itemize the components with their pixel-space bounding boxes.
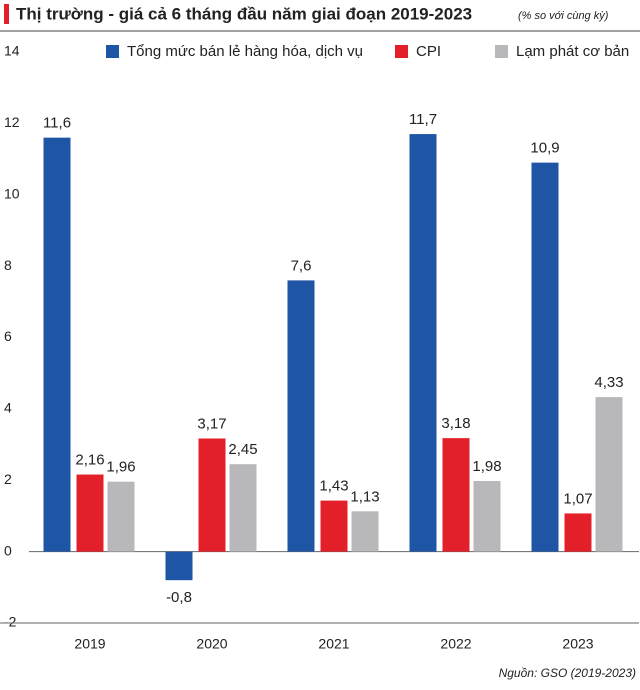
legend-label: CPI (416, 43, 441, 60)
data-label: -0,8 (166, 589, 192, 606)
data-label: 11,6 (43, 115, 71, 132)
bar (43, 137, 71, 552)
y-tick-label: 0 (4, 542, 12, 558)
x-tick-label: 2020 (196, 636, 227, 652)
bar (165, 551, 193, 581)
legend-swatch (495, 45, 508, 58)
x-tick-label: 2021 (318, 636, 349, 652)
y-tick-label: 6 (4, 328, 12, 344)
data-label: 3,18 (441, 415, 470, 432)
chart-subtitle: (% so với cùng kỳ) (518, 10, 609, 22)
bar (320, 500, 348, 552)
bar (595, 397, 623, 552)
data-label: 10,9 (530, 140, 559, 157)
x-tick-label: 2022 (440, 636, 471, 652)
x-tick-label: 2023 (562, 636, 593, 652)
y-tick-label: 12 (4, 114, 20, 130)
bar (564, 513, 592, 552)
source: Nguồn: GSO (2019-2023) (499, 666, 636, 680)
bar (76, 474, 104, 552)
y-tick-label: -2 (4, 614, 17, 630)
data-label: 1,07 (563, 490, 592, 507)
chart-title: Thị trường - giá cả 6 tháng đầu năm giai… (16, 4, 472, 23)
bar (287, 280, 315, 552)
data-label: 7,6 (291, 257, 312, 274)
bar (229, 464, 257, 552)
data-label: 1,96 (106, 459, 135, 476)
data-label: 4,33 (594, 374, 623, 391)
legend-label: Lạm phát cơ bản (516, 43, 629, 60)
y-tick-label: 2 (4, 471, 12, 487)
data-label: 3,17 (197, 415, 226, 432)
bar (107, 481, 135, 552)
bar (531, 162, 559, 552)
data-label: 1,98 (472, 458, 501, 475)
bar (198, 438, 226, 552)
x-tick-label: 2019 (74, 636, 105, 652)
data-label: 1,43 (319, 478, 348, 495)
legend-swatch (395, 45, 408, 58)
y-tick-label: 14 (4, 43, 20, 59)
data-label: 11,7 (409, 111, 437, 128)
y-tick-label: 8 (4, 257, 12, 273)
legend-label: Tổng mức bán lẻ hàng hóa, dịch vụ (127, 43, 363, 60)
title-accent (4, 4, 9, 24)
data-label: 2,16 (75, 452, 104, 469)
y-tick-label: 4 (4, 400, 12, 416)
legend-swatch (106, 45, 119, 58)
data-label: 2,45 (228, 441, 257, 458)
bar (473, 480, 501, 552)
y-tick-label: 10 (4, 185, 20, 201)
data-label: 1,13 (350, 488, 379, 505)
bar (351, 511, 379, 552)
bar (442, 438, 470, 552)
bar (409, 134, 437, 552)
